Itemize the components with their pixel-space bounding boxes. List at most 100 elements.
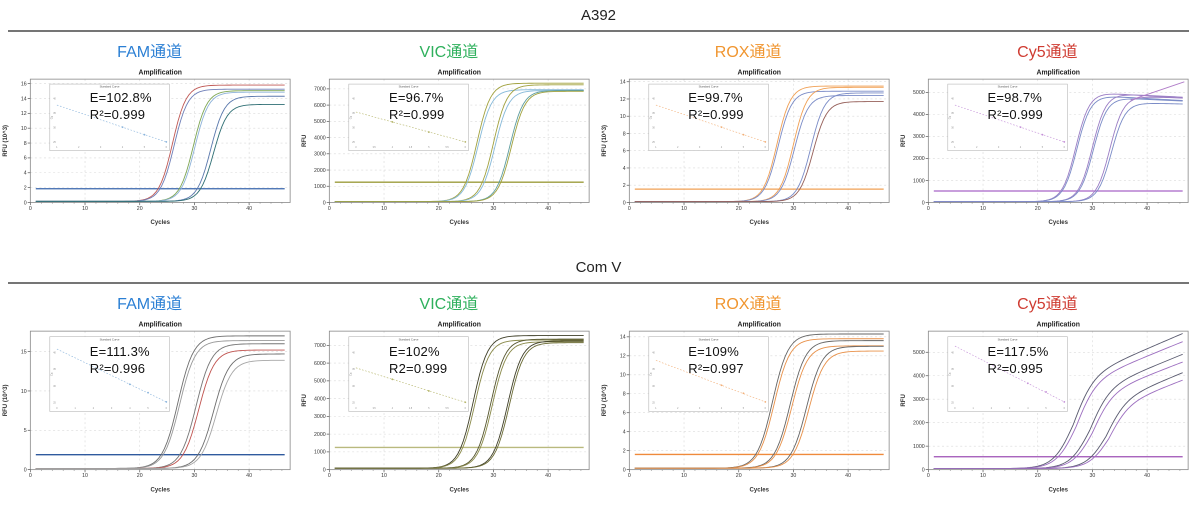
channel-label-vic: VIC通道 (419, 295, 479, 313)
svg-text:5000: 5000 (913, 90, 925, 96)
standard-curve-inset (49, 83, 170, 151)
svg-text:0: 0 (927, 206, 930, 212)
svg-text:3: 3 (998, 147, 1000, 149)
svg-text:30: 30 (491, 473, 497, 479)
channel-label-cy5: Cy5通道 (1017, 295, 1078, 313)
svg-text:30: 30 (192, 206, 198, 212)
plot-title: Amplification (139, 321, 182, 328)
svg-text:6: 6 (764, 408, 766, 410)
svg-text:0: 0 (24, 200, 27, 206)
x-axis-label: Cycles (749, 220, 769, 226)
svg-text:40: 40 (1144, 473, 1150, 479)
svg-text:30: 30 (652, 386, 655, 388)
standard-curve-point (128, 383, 131, 385)
standard-curve-inset (648, 336, 769, 412)
svg-text:30: 30 (1089, 473, 1095, 479)
svg-text:5: 5 (428, 408, 430, 410)
svg-text:3000: 3000 (913, 397, 925, 403)
svg-text:40: 40 (652, 352, 655, 354)
amplification-curve (335, 341, 584, 469)
svg-text:8: 8 (622, 391, 625, 397)
amplification-curve (35, 103, 285, 202)
svg-text:15: 15 (21, 349, 27, 355)
svg-text:25: 25 (951, 402, 954, 404)
svg-text:2000: 2000 (913, 420, 925, 426)
svg-text:10: 10 (82, 473, 88, 479)
svg-text:6: 6 (764, 147, 766, 149)
svg-text:40: 40 (352, 99, 355, 101)
amplification-curve (933, 103, 1183, 203)
svg-text:6: 6 (1063, 147, 1065, 149)
separator-line (8, 281, 1189, 284)
svg-text:0: 0 (622, 200, 625, 206)
x-axis-label: Cycles (150, 487, 170, 493)
amplification-chart: 0 10 20 30 40010002000300040005000Amplificat… (897, 317, 1197, 495)
svg-text:2: 2 (78, 147, 80, 149)
standard-curve-line (356, 111, 466, 143)
svg-text:0: 0 (323, 467, 326, 473)
standard-curve-line (655, 359, 765, 402)
svg-text:7000: 7000 (314, 87, 326, 93)
inset-title: Standard Curve (997, 85, 1017, 89)
svg-text:5000: 5000 (314, 378, 326, 384)
svg-text:30: 30 (1089, 206, 1095, 212)
svg-text:30: 30 (192, 473, 198, 479)
panel-a392-vic: 0 10 20 30 40 0 1000 2000 3000 4000 5000 6000 7000 Am… (299, 66, 599, 228)
inset-title: Standard Curve (100, 85, 120, 89)
svg-text:14: 14 (21, 96, 27, 102)
svg-text:0: 0 (328, 206, 331, 212)
svg-text:10: 10 (980, 206, 986, 212)
svg-text:40: 40 (1144, 206, 1150, 212)
svg-text:0: 0 (954, 408, 956, 410)
svg-text:10: 10 (82, 206, 88, 212)
standard-curve-point (763, 400, 766, 403)
svg-text:10: 10 (381, 473, 387, 479)
panel-comv-fam: 0 10 20 30 40 0 5 10 15 Amplification Cycles RFU (1… (0, 317, 300, 495)
standard-curve-inset (648, 83, 769, 151)
svg-text:1: 1 (972, 408, 974, 410)
svg-text:40: 40 (845, 206, 851, 212)
svg-text:40: 40 (53, 352, 56, 354)
standard-curve-stats: E=98.7% R²=0.999 (988, 90, 1043, 123)
svg-text:4.5: 4.5 (409, 408, 413, 410)
svg-text:0: 0 (927, 473, 930, 479)
y-axis-label: RFU (10^3) (3, 384, 9, 416)
channel-label-fam: FAM通道 (117, 44, 183, 61)
y-axis-label: RFU (10^3) (3, 125, 9, 157)
plot-row: 0 10 20 30 40 0 5 10 15 Amplification Cycles RFU (1… (0, 317, 1197, 495)
standard-curve-point (428, 131, 430, 134)
panel-a392-rox: 0 10 20 30 40 0 2 4 6 8 10 12 14 Amplification Cycles R… (598, 66, 898, 228)
svg-text:5: 5 (742, 408, 744, 410)
svg-text:5: 5 (742, 147, 744, 149)
group-a392: A392 FAM通道 VIC通道 ROX通道 Cy5通道 0 10 20 30 40 0 2… (0, 0, 1197, 228)
svg-text:40: 40 (53, 99, 56, 101)
standard-curve-point (1026, 382, 1029, 384)
svg-text:35: 35 (951, 369, 954, 371)
standard-curve-stats: E=96.7% R²=0.999 (389, 90, 444, 123)
standard-curve-point (143, 133, 146, 136)
svg-text:0: 0 (627, 206, 630, 212)
svg-text:5: 5 (428, 147, 430, 149)
svg-text:10: 10 (21, 126, 27, 132)
svg-text:10: 10 (681, 473, 687, 479)
standard-curve-point (1063, 400, 1065, 403)
svg-text:25: 25 (652, 142, 655, 144)
svg-text:3: 3 (356, 147, 358, 149)
x-axis-label: Cycles (450, 220, 470, 226)
r2-label: R²=0.999 (89, 106, 146, 122)
svg-text:4: 4 (622, 166, 625, 172)
standard-curve-inset (49, 336, 170, 412)
svg-text:6: 6 (24, 156, 27, 162)
plot-title: Amplification (438, 321, 481, 328)
svg-text:0: 0 (323, 200, 326, 206)
standard-curve-point (1041, 133, 1044, 136)
plot-title: Amplification (139, 70, 182, 77)
svg-text:3: 3 (699, 147, 701, 149)
separator-line (8, 30, 1189, 32)
svg-text:30: 30 (53, 386, 56, 388)
r2-label: R²=0.999 (987, 106, 1043, 122)
svg-text:4: 4 (122, 147, 124, 149)
amplification-chart: 0 10 20 30 40 0 1000 2000 3000 4000 5000 6000 7000 Am… (299, 66, 599, 228)
svg-text:1000: 1000 (314, 184, 326, 190)
svg-text:5: 5 (1042, 147, 1044, 149)
